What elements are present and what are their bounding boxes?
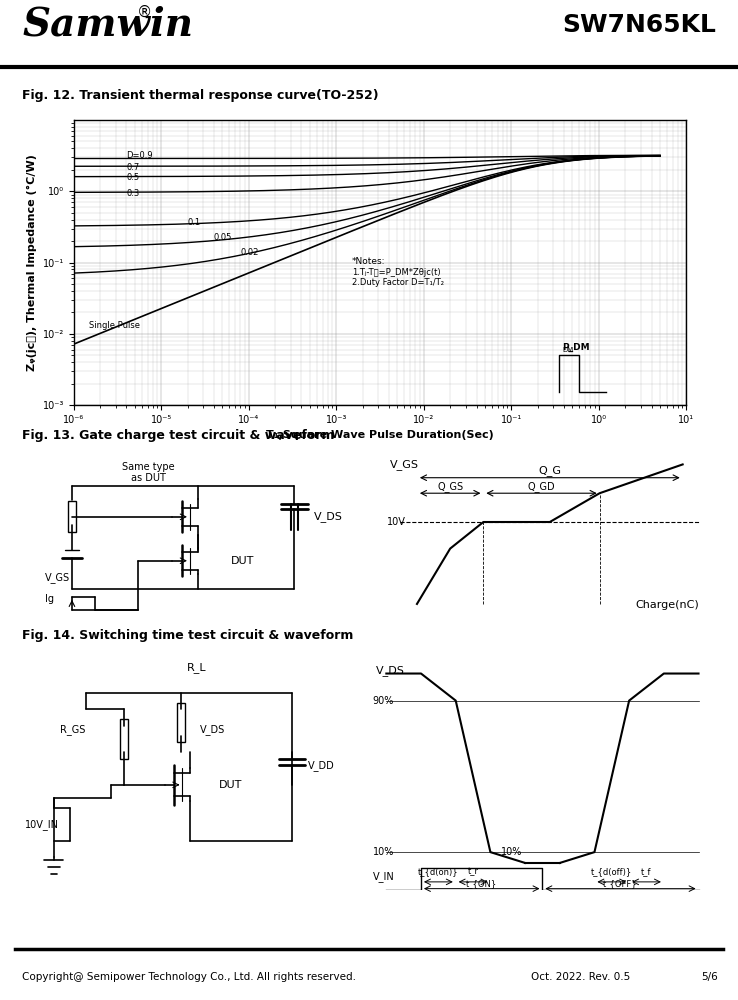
- Text: 0.05: 0.05: [214, 233, 232, 242]
- Text: ®: ®: [137, 5, 152, 20]
- Text: 0.7: 0.7: [126, 163, 139, 172]
- Text: SW7N65KL: SW7N65KL: [562, 12, 716, 36]
- Text: Oct. 2022. Rev. 0.5: Oct. 2022. Rev. 0.5: [531, 972, 630, 982]
- Text: 2.Duty Factor D=T₁/T₂: 2.Duty Factor D=T₁/T₂: [352, 278, 444, 287]
- Text: V_DS: V_DS: [314, 511, 343, 522]
- Text: DM: DM: [562, 347, 573, 353]
- Y-axis label: Zᵩ(jcᵰ), Thermal Impedance (°C/W): Zᵩ(jcᵰ), Thermal Impedance (°C/W): [27, 154, 37, 371]
- Text: Fig. 14. Switching time test circuit & waveform: Fig. 14. Switching time test circuit & w…: [22, 629, 354, 642]
- Text: V_DS: V_DS: [376, 666, 405, 676]
- Text: Q_G: Q_G: [538, 465, 562, 476]
- Text: 0.5: 0.5: [126, 173, 139, 182]
- Text: V_IN: V_IN: [373, 871, 394, 882]
- Text: 10%: 10%: [373, 847, 394, 857]
- Text: V_DS: V_DS: [200, 724, 225, 735]
- Bar: [68, 501, 76, 532]
- Text: 10V: 10V: [387, 517, 406, 527]
- Text: V_GS: V_GS: [390, 459, 419, 470]
- Text: Q_GS: Q_GS: [437, 481, 463, 492]
- Text: 5/6: 5/6: [701, 972, 718, 982]
- Text: R_L: R_L: [187, 662, 207, 673]
- Text: as DUT: as DUT: [131, 473, 166, 483]
- Text: Copyright@ Semipower Technology Co., Ltd. All rights reserved.: Copyright@ Semipower Technology Co., Ltd…: [22, 972, 356, 982]
- Text: Single Pulse: Single Pulse: [89, 321, 140, 330]
- Text: 1.Tⱼ-T꜀=P_DM*Zθjc(t): 1.Tⱼ-T꜀=P_DM*Zθjc(t): [352, 268, 441, 277]
- Text: Same type: Same type: [122, 462, 175, 472]
- Text: Charge(nC): Charge(nC): [635, 600, 700, 610]
- Text: 0.1: 0.1: [187, 218, 201, 227]
- Text: t_{d(on)}: t_{d(on)}: [418, 867, 459, 876]
- Text: Q_GD: Q_GD: [528, 481, 555, 492]
- X-axis label: T₁,Square Wave Pulse Duration(Sec): T₁,Square Wave Pulse Duration(Sec): [266, 430, 494, 440]
- Text: 90%: 90%: [373, 696, 394, 706]
- Text: DUT: DUT: [232, 556, 255, 566]
- Bar: [120, 719, 128, 759]
- Text: Ig: Ig: [46, 594, 55, 604]
- Text: Fig. 13. Gate charge test circuit & waveform: Fig. 13. Gate charge test circuit & wave…: [22, 428, 334, 442]
- Text: 10V_IN: 10V_IN: [25, 820, 59, 830]
- Text: 0.3: 0.3: [126, 189, 139, 198]
- Text: 0.02: 0.02: [241, 248, 259, 257]
- Text: R_GS: R_GS: [61, 724, 86, 735]
- Text: t_{OFF}: t_{OFF}: [603, 879, 638, 888]
- Text: t_{d(off)}: t_{d(off)}: [591, 867, 632, 876]
- Text: V_DD: V_DD: [308, 760, 334, 771]
- Text: t_r: t_r: [468, 867, 478, 876]
- Text: Samwin: Samwin: [22, 5, 193, 43]
- Bar: [177, 703, 184, 742]
- Text: Fig. 12. Transient thermal response curve(TO-252): Fig. 12. Transient thermal response curv…: [22, 89, 379, 102]
- Text: t_f: t_f: [641, 867, 652, 876]
- Text: *Notes:: *Notes:: [352, 257, 385, 266]
- Text: D=0.9: D=0.9: [126, 151, 153, 160]
- Text: V_GS: V_GS: [46, 572, 71, 583]
- Text: P_DM: P_DM: [562, 343, 590, 352]
- Text: 10%: 10%: [501, 847, 523, 857]
- Text: DUT: DUT: [219, 780, 242, 790]
- Text: t_{ON}: t_{ON}: [466, 879, 497, 888]
